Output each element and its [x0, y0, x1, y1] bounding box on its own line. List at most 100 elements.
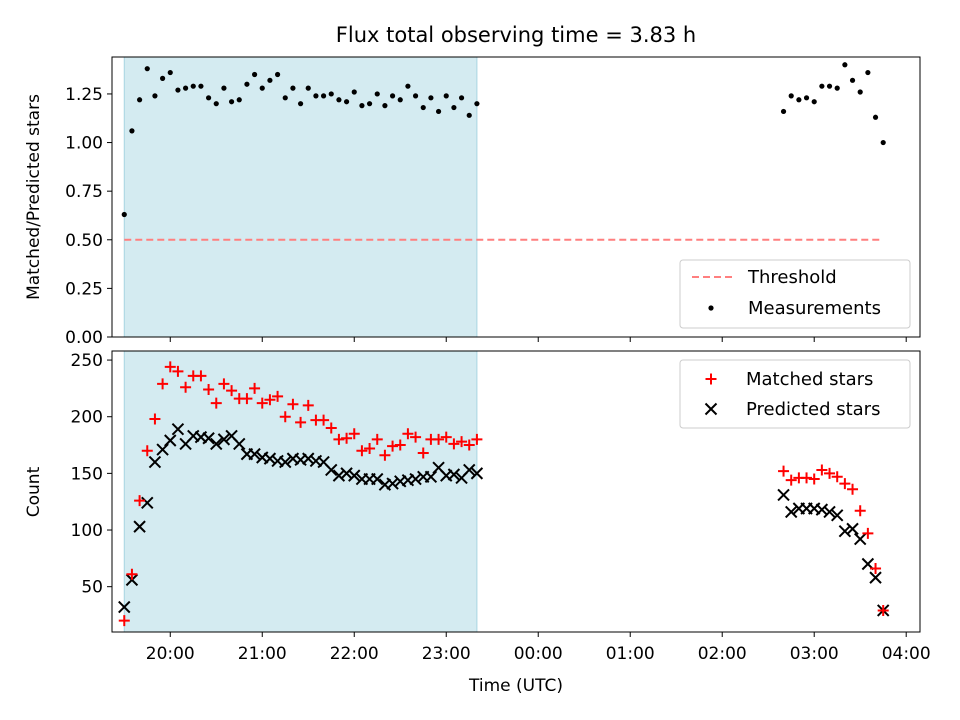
predicted-stars-point — [279, 455, 292, 469]
measurement-point — [144, 66, 150, 72]
predicted-stars-point — [233, 437, 246, 451]
measurement-point — [297, 101, 304, 107]
predicted-stars-point — [263, 452, 277, 465]
measurement-point — [788, 93, 794, 99]
legend-matched-label: Matched stars — [746, 369, 873, 390]
matched-stars-point — [302, 399, 314, 411]
top-y-tick-label: 0.75 — [65, 182, 103, 202]
bottom-plot-frame — [111, 350, 921, 633]
top-y-tick-label: 1.00 — [65, 134, 103, 154]
matched-stars-point — [870, 563, 882, 575]
matched-stars-point — [241, 393, 253, 405]
matched-stars-point — [379, 449, 391, 461]
measurement-point — [213, 101, 219, 107]
matched-stars-point — [831, 471, 843, 483]
bottom-y-tick-label: 50 — [81, 578, 103, 598]
matched-stars-point — [862, 527, 874, 539]
predicted-stars-point — [118, 600, 131, 614]
matched-stars-point — [318, 414, 330, 426]
measurement-point — [343, 99, 350, 105]
predicted-stars-point — [470, 467, 484, 480]
measurement-point — [880, 139, 886, 146]
measurement-point — [167, 69, 173, 76]
legend-matched-swatch — [705, 373, 717, 385]
matched-stars-point — [172, 365, 184, 377]
measurement-point — [865, 69, 871, 76]
matched-stars-point — [456, 436, 468, 448]
measurement-point — [159, 75, 166, 81]
measurement-point — [443, 93, 449, 99]
measurement-point — [136, 97, 143, 103]
matched-stars-point — [164, 361, 176, 373]
measurement-point — [313, 93, 319, 99]
predicted-stars-point — [853, 532, 867, 546]
matched-stars-point — [295, 416, 307, 428]
matched-stars-point — [356, 445, 368, 457]
measurement-point — [405, 83, 411, 89]
predicted-stars-point — [141, 496, 154, 510]
top-plot-frame — [111, 56, 921, 338]
matched-stars-point — [778, 465, 790, 477]
top-y-tick-label: 1.25 — [65, 85, 103, 105]
predicted-stars-point — [340, 467, 353, 480]
measurement-point — [796, 97, 802, 103]
measurement-point — [267, 77, 273, 83]
top-y-tick-label: 0.25 — [65, 279, 103, 299]
measurement-point — [320, 93, 327, 99]
legend-threshold-label: Threshold — [747, 267, 837, 288]
matched-stars-point — [854, 505, 866, 517]
matched-stars-point — [226, 385, 238, 397]
x-tick-label: 01:00 — [606, 644, 655, 664]
measurement-point — [420, 104, 426, 111]
top-legend-box — [679, 259, 911, 329]
matched-stars-point — [463, 439, 475, 451]
measurement-point — [129, 128, 135, 134]
matched-stars-point — [279, 411, 291, 423]
measurement-point — [244, 81, 250, 87]
predicted-stars-point — [171, 422, 185, 436]
matched-stars-point — [440, 431, 452, 443]
matched-stars-point — [816, 464, 828, 476]
predicted-stars-point — [125, 573, 139, 587]
measurement-point — [834, 85, 840, 91]
bottom-y-axis-label: Count — [24, 466, 44, 517]
x-tick-label: 22:00 — [330, 644, 379, 664]
matched-stars-point — [371, 433, 383, 445]
matched-stars-point — [210, 397, 222, 409]
predicted-stars-point — [332, 469, 346, 482]
observing-window-shade — [123, 350, 478, 633]
legend-cross-marker — [704, 402, 718, 416]
measurement-point — [412, 93, 419, 99]
matched-stars-point — [325, 422, 337, 434]
chart-title: Flux total observing time = 3.83 h — [336, 23, 696, 47]
predicted-stars-point — [325, 463, 338, 477]
matched-stars-point — [333, 433, 345, 445]
legend-plus-marker — [705, 373, 717, 385]
matched-stars-point — [364, 442, 376, 454]
matched-stars-point — [141, 445, 153, 457]
bottom-series-layer — [118, 361, 890, 627]
top-measurements-layer — [121, 62, 886, 218]
matched-stars-point — [433, 433, 445, 445]
measurement-point — [819, 83, 825, 89]
matched-stars-point — [839, 478, 851, 490]
matched-stars-point — [801, 472, 813, 484]
matched-stars-point — [180, 381, 192, 393]
predicted-stars-point — [302, 452, 315, 465]
x-tick-label: 23:00 — [422, 644, 471, 664]
bottom-y-tick-label: 250 — [71, 351, 103, 371]
predicted-stars-point — [823, 505, 836, 519]
matched-stars-point — [126, 568, 138, 580]
measurement-point — [205, 95, 212, 101]
predicted-stars-point — [815, 503, 829, 516]
matched-stars-point — [287, 398, 299, 410]
x-tick-label: 02:00 — [698, 644, 747, 664]
observing-window-shade — [123, 56, 478, 338]
bottom-x-axis: 20:00 21:00 22:00 23:00 00:00 01:00 02:00 03:00… — [146, 632, 931, 664]
measurement-point — [175, 87, 181, 93]
matched-stars-point — [471, 433, 483, 445]
top-y-tick-label: 0.50 — [65, 231, 103, 251]
predicted-stars-point — [210, 437, 223, 451]
measurement-point — [872, 114, 879, 120]
